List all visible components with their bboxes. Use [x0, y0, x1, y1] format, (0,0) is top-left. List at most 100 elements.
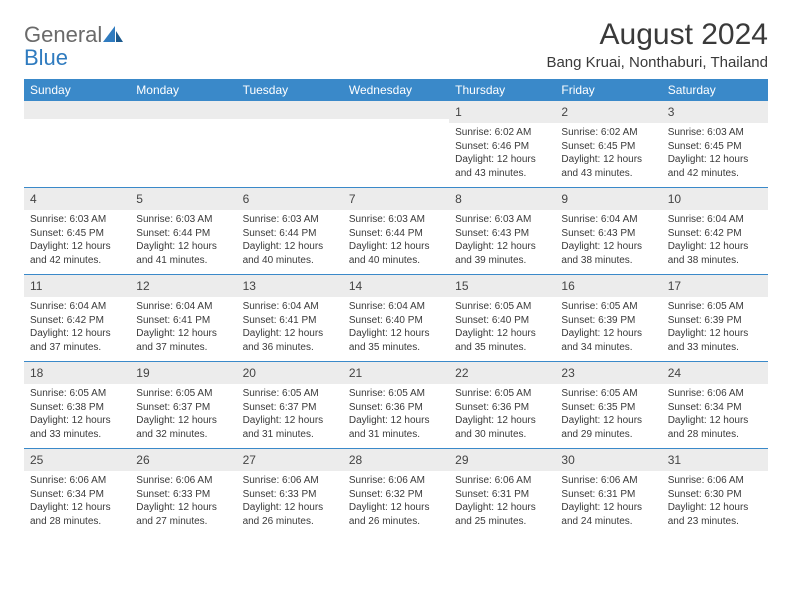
day-line: Daylight: 12 hours [349, 327, 443, 341]
day-cell: 15 Sunrise: 6:05 AMSunset: 6:40 PMDayligh… [449, 275, 555, 361]
day-line: Sunrise: 6:04 AM [30, 300, 124, 314]
day-line: Daylight: 12 hours [668, 153, 762, 167]
day-body: Sunrise: 6:05 AMSunset: 6:38 PMDaylight:… [24, 384, 130, 445]
day-body: Sunrise: 6:04 AMSunset: 6:43 PMDaylight:… [555, 210, 661, 271]
day-line: and 23 minutes. [668, 515, 762, 529]
daynum-row [343, 101, 449, 119]
day-body: Sunrise: 6:05 AMSunset: 6:37 PMDaylight:… [237, 384, 343, 445]
daynum-row: 31 [662, 449, 768, 471]
day-line: Sunset: 6:30 PM [668, 488, 762, 502]
day-line: Sunset: 6:38 PM [30, 401, 124, 415]
day-line: Daylight: 12 hours [136, 327, 230, 341]
day-line: and 33 minutes. [30, 428, 124, 442]
dow-sunday: Sunday [24, 79, 130, 101]
day-cell: 1 Sunrise: 6:02 AMSunset: 6:46 PMDaylight… [449, 101, 555, 187]
day-line: Sunrise: 6:05 AM [136, 387, 230, 401]
day-number: 29 [455, 453, 468, 467]
week-row: 25Sunrise: 6:06 AMSunset: 6:34 PMDayligh… [24, 449, 768, 535]
day-line: and 36 minutes. [243, 341, 337, 355]
day-line: Sunrise: 6:04 AM [561, 213, 655, 227]
day-body: Sunrise: 6:04 AMSunset: 6:41 PMDaylight:… [130, 297, 236, 358]
day-line: Daylight: 12 hours [455, 414, 549, 428]
day-number: 12 [136, 279, 149, 293]
day-cell: 12 Sunrise: 6:04 AMSunset: 6:41 PMDayligh… [130, 275, 236, 361]
calendar: SundayMondayTuesdayWednesdayThursdayFrid… [24, 79, 768, 535]
daynum-row: 2 [555, 101, 661, 123]
daynum-row: 8 [449, 188, 555, 210]
day-line: Daylight: 12 hours [243, 327, 337, 341]
day-number: 15 [455, 279, 468, 293]
dow-row: SundayMondayTuesdayWednesdayThursdayFrid… [24, 79, 768, 101]
daynum-row: 4 [24, 188, 130, 210]
day-body: Sunrise: 6:06 AMSunset: 6:33 PMDaylight:… [130, 471, 236, 532]
day-line: Sunrise: 6:04 AM [136, 300, 230, 314]
day-line: Sunrise: 6:06 AM [561, 474, 655, 488]
day-line: Sunset: 6:45 PM [668, 140, 762, 154]
day-line: Daylight: 12 hours [455, 501, 549, 515]
day-line: Daylight: 12 hours [243, 240, 337, 254]
day-line: Daylight: 12 hours [30, 327, 124, 341]
day-number: 10 [668, 192, 681, 206]
day-number: 28 [349, 453, 362, 467]
day-line: Sunrise: 6:06 AM [136, 474, 230, 488]
day-line: and 38 minutes. [561, 254, 655, 268]
day-line: Sunset: 6:44 PM [349, 227, 443, 241]
day-line: and 35 minutes. [455, 341, 549, 355]
week-row: 18Sunrise: 6:05 AMSunset: 6:38 PMDayligh… [24, 362, 768, 449]
day-cell: 18 Sunrise: 6:05 AMSunset: 6:38 PMDayligh… [24, 362, 130, 448]
day-body [24, 119, 130, 179]
day-cell: 26 Sunrise: 6:06 AMSunset: 6:33 PMDayligh… [130, 449, 236, 535]
day-line: Sunrise: 6:05 AM [561, 387, 655, 401]
day-line: Daylight: 12 hours [349, 501, 443, 515]
daynum-row: 27 [237, 449, 343, 471]
day-cell: 28 Sunrise: 6:06 AMSunset: 6:32 PMDayligh… [343, 449, 449, 535]
day-body [343, 119, 449, 179]
day-body: Sunrise: 6:06 AMSunset: 6:31 PMDaylight:… [449, 471, 555, 532]
day-line: Sunrise: 6:04 AM [349, 300, 443, 314]
day-line: Sunset: 6:41 PM [136, 314, 230, 328]
day-line: Sunrise: 6:06 AM [349, 474, 443, 488]
daynum-row: 11 [24, 275, 130, 297]
day-cell: 19Sunrise: 6:05 AMSunset: 6:37 PMDayligh… [130, 362, 236, 448]
day-line: and 29 minutes. [561, 428, 655, 442]
day-number: 26 [136, 453, 149, 467]
day-line: Sunrise: 6:05 AM [455, 300, 549, 314]
day-cell: 25Sunrise: 6:06 AMSunset: 6:34 PMDayligh… [24, 449, 130, 535]
day-body: Sunrise: 6:02 AMSunset: 6:46 PMDaylight:… [449, 123, 555, 184]
daynum-row: 25 [24, 449, 130, 471]
day-body: Sunrise: 6:05 AMSunset: 6:37 PMDaylight:… [130, 384, 236, 445]
day-line: Sunset: 6:32 PM [349, 488, 443, 502]
daynum-row: 20 [237, 362, 343, 384]
day-number: 18 [30, 366, 43, 380]
day-line: and 32 minutes. [136, 428, 230, 442]
day-line: Sunset: 6:37 PM [136, 401, 230, 415]
day-cell: 17Sunrise: 6:05 AMSunset: 6:39 PMDayligh… [662, 275, 768, 361]
day-body: Sunrise: 6:05 AMSunset: 6:40 PMDaylight:… [449, 297, 555, 358]
day-body: Sunrise: 6:05 AMSunset: 6:36 PMDaylight:… [449, 384, 555, 445]
day-line: Daylight: 12 hours [561, 327, 655, 341]
day-line: Sunrise: 6:06 AM [668, 474, 762, 488]
day-number: 5 [136, 192, 143, 206]
daynum-row: 12 [130, 275, 236, 297]
day-body: Sunrise: 6:04 AMSunset: 6:42 PMDaylight:… [662, 210, 768, 271]
day-number: 4 [30, 192, 37, 206]
day-line: Sunset: 6:43 PM [455, 227, 549, 241]
day-line: Daylight: 12 hours [455, 153, 549, 167]
day-body [130, 119, 236, 179]
empty-cell [237, 101, 343, 187]
day-line: and 40 minutes. [243, 254, 337, 268]
daynum-row: 22 [449, 362, 555, 384]
day-body [237, 119, 343, 179]
day-line: and 31 minutes. [243, 428, 337, 442]
day-line: Sunset: 6:35 PM [561, 401, 655, 415]
day-line: Daylight: 12 hours [349, 414, 443, 428]
day-cell: 4Sunrise: 6:03 AMSunset: 6:45 PMDaylight… [24, 188, 130, 274]
dow-friday: Friday [555, 79, 661, 101]
daynum-row: 5 [130, 188, 236, 210]
day-line: Sunrise: 6:04 AM [668, 213, 762, 227]
day-number: 20 [243, 366, 256, 380]
day-number: 1 [455, 105, 462, 119]
day-body: Sunrise: 6:04 AMSunset: 6:40 PMDaylight:… [343, 297, 449, 358]
day-line: Sunrise: 6:03 AM [349, 213, 443, 227]
day-line: and 30 minutes. [455, 428, 549, 442]
